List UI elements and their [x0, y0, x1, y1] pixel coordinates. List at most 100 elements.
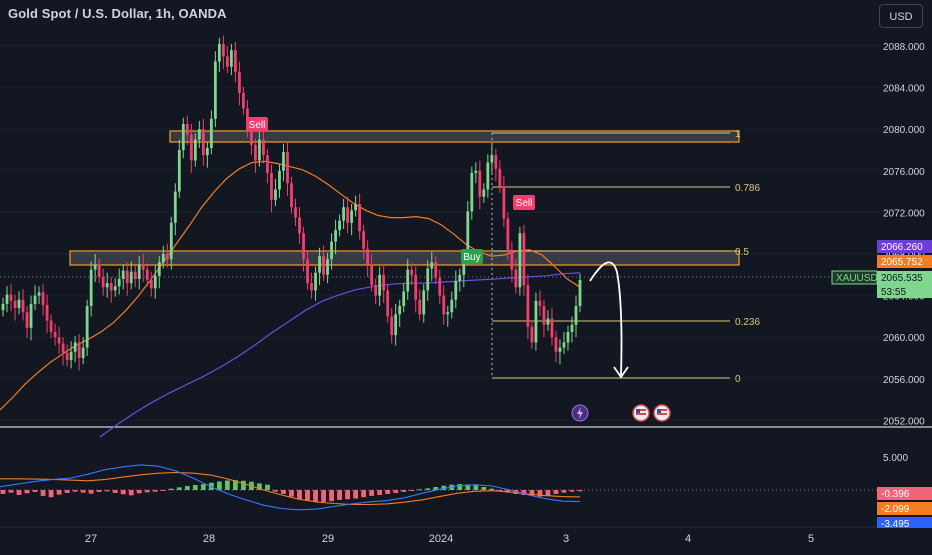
candle-body[interactable]: [318, 256, 321, 273]
candle-body[interactable]: [534, 300, 538, 343]
candle-body[interactable]: [25, 312, 29, 328]
candle-body[interactable]: [250, 129, 253, 145]
candle-body[interactable]: [93, 264, 97, 270]
candle-body[interactable]: [137, 264, 141, 279]
candle-body[interactable]: [398, 306, 402, 315]
candle-body[interactable]: [109, 283, 113, 291]
candle-body[interactable]: [85, 306, 89, 348]
candle-body[interactable]: [498, 168, 502, 187]
candle-body[interactable]: [310, 283, 313, 291]
candle-body[interactable]: [478, 170, 482, 197]
candle-body[interactable]: [201, 129, 205, 156]
candle-body[interactable]: [422, 290, 426, 315]
candle-body[interactable]: [185, 124, 189, 135]
candle-body[interactable]: [334, 230, 337, 242]
candle-body[interactable]: [490, 155, 494, 163]
candle-body[interactable]: [169, 222, 173, 260]
candle-body[interactable]: [189, 134, 193, 161]
candle-body[interactable]: [374, 285, 378, 296]
candle-body[interactable]: [286, 152, 289, 184]
currency-button[interactable]: USD: [879, 4, 923, 28]
candle-body[interactable]: [81, 347, 85, 358]
candle-body[interactable]: [57, 337, 61, 344]
candle-body[interactable]: [502, 186, 506, 219]
candle-body[interactable]: [410, 269, 414, 275]
candle-body[interactable]: [554, 337, 558, 352]
candle-body[interactable]: [314, 272, 317, 291]
candle-body[interactable]: [494, 155, 498, 169]
candle-body[interactable]: [193, 139, 197, 161]
candle-body[interactable]: [298, 217, 301, 234]
candle-body[interactable]: [306, 259, 309, 284]
candle-body[interactable]: [213, 61, 217, 119]
candle-body[interactable]: [33, 295, 37, 304]
candle-body[interactable]: [274, 189, 277, 200]
candle-body[interactable]: [149, 280, 153, 289]
candle-body[interactable]: [562, 342, 566, 348]
candle-body[interactable]: [442, 295, 446, 315]
candle-body[interactable]: [414, 274, 418, 300]
us-flag-event-icon[interactable]: [653, 404, 671, 422]
candle-body[interactable]: [266, 155, 269, 173]
candle-body[interactable]: [514, 269, 518, 288]
candle-body[interactable]: [342, 207, 345, 221]
candle-body[interactable]: [426, 268, 430, 291]
candle-body[interactable]: [290, 183, 293, 208]
candle-body[interactable]: [450, 299, 454, 313]
projection-arrow[interactable]: [589, 261, 623, 376]
candle-body[interactable]: [238, 72, 241, 93]
candle-body[interactable]: [125, 270, 129, 284]
candle-body[interactable]: [113, 286, 117, 291]
candle-body[interactable]: [73, 342, 77, 352]
candle-body[interactable]: [466, 211, 470, 259]
candle-body[interactable]: [370, 264, 374, 286]
buy-signal[interactable]: Buy: [461, 249, 483, 264]
candle-body[interactable]: [101, 276, 105, 288]
candle-body[interactable]: [382, 274, 386, 291]
candle-body[interactable]: [326, 259, 329, 275]
candle-body[interactable]: [29, 303, 33, 328]
candle-body[interactable]: [61, 343, 65, 353]
candle-body[interactable]: [105, 283, 109, 288]
sell-signal-1[interactable]: Sell: [246, 117, 268, 132]
candle-body[interactable]: [69, 351, 73, 361]
candle-body[interactable]: [542, 306, 546, 325]
candle-body[interactable]: [197, 129, 201, 140]
candle-body[interactable]: [161, 254, 165, 263]
candle-body[interactable]: [402, 291, 406, 306]
candle-body[interactable]: [486, 162, 490, 190]
candle-body[interactable]: [338, 220, 341, 231]
candle-body[interactable]: [234, 50, 237, 72]
candle-body[interactable]: [470, 172, 474, 212]
candle-body[interactable]: [578, 280, 582, 306]
candle-body[interactable]: [438, 277, 442, 296]
candle-body[interactable]: [13, 300, 17, 309]
candle-body[interactable]: [458, 274, 462, 282]
candle-body[interactable]: [302, 233, 305, 260]
candle-body[interactable]: [418, 299, 422, 315]
candle-body[interactable]: [434, 262, 438, 278]
candle-body[interactable]: [510, 249, 514, 270]
candle-body[interactable]: [262, 139, 265, 156]
candle-body[interactable]: [49, 320, 53, 332]
candle-body[interactable]: [538, 300, 542, 306]
candle-body[interactable]: [558, 347, 562, 352]
candle-body[interactable]: [173, 191, 177, 223]
candle-body[interactable]: [77, 342, 81, 358]
candle-body[interactable]: [229, 50, 233, 67]
candle-body[interactable]: [330, 241, 333, 260]
candle-body[interactable]: [153, 275, 157, 289]
candle-body[interactable]: [282, 152, 285, 171]
candle-body[interactable]: [225, 56, 229, 67]
candle-body[interactable]: [386, 290, 390, 317]
candle-body[interactable]: [205, 147, 209, 156]
candle-body[interactable]: [406, 269, 410, 292]
candle-body[interactable]: [530, 326, 534, 343]
support-zone[interactable]: [69, 250, 740, 266]
sell-signal-2[interactable]: Sell: [513, 195, 535, 210]
candle-body[interactable]: [53, 332, 57, 338]
candle-body[interactable]: [9, 294, 13, 301]
candle-body[interactable]: [526, 285, 530, 327]
